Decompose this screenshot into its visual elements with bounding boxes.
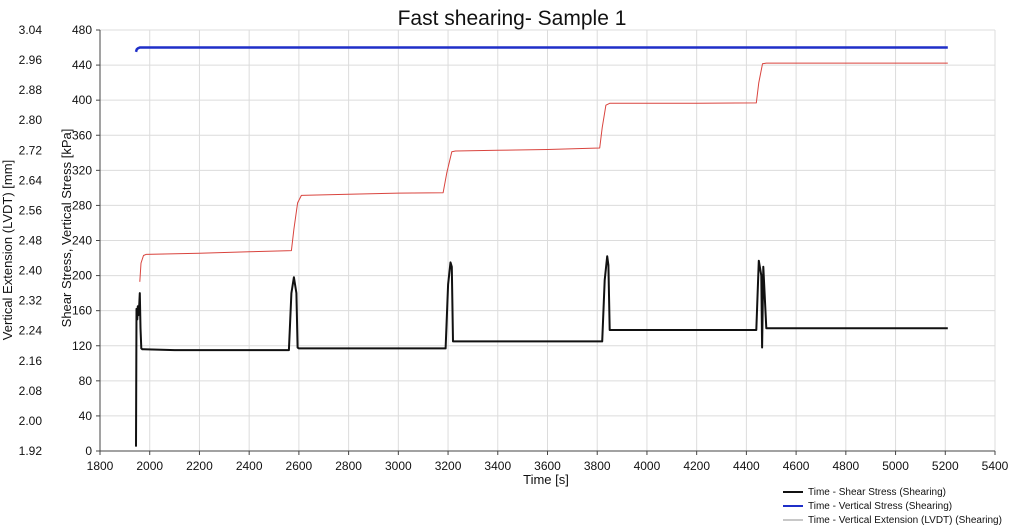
y2-tick-label: 2.32 — [19, 294, 43, 308]
x-tick-label: 5200 — [932, 459, 959, 473]
y2-tick-label: 2.56 — [19, 203, 43, 217]
y-tick-label: 0 — [85, 444, 92, 458]
x-tick-label: 4200 — [683, 459, 710, 473]
y2-axis-label: Vertical Extension (LVDT) [mm] — [0, 160, 15, 340]
y2-axis: 1.92 2.00 2.08 2.16 2.24 2.32 2.40 2.48 2.56 2.64… — [19, 23, 43, 458]
x-tick-label: 3600 — [534, 459, 561, 473]
y2-tick-label: 2.08 — [19, 384, 43, 398]
y-tick-label: 120 — [72, 339, 92, 353]
x-tick-label: 2400 — [236, 459, 263, 473]
x-tick-label: 5400 — [982, 459, 1009, 473]
gridlines — [99, 29, 996, 452]
y-tick-label: 240 — [72, 234, 92, 248]
x-axis-label: Time [s] — [523, 472, 569, 487]
y-tick-label: 360 — [72, 128, 92, 142]
y-tick-label: 480 — [72, 23, 92, 37]
x-tick-label: 5000 — [882, 459, 909, 473]
y2-tick-label: 2.64 — [19, 173, 43, 187]
series-vertical-stress — [134, 46, 948, 53]
x-tick-label: 4800 — [832, 459, 859, 473]
y-tick-label: 80 — [79, 374, 93, 388]
x-tick-label: 4000 — [634, 459, 661, 473]
y-tick-label: 440 — [72, 58, 92, 72]
y-tick-label: 200 — [72, 269, 92, 283]
x-tick-label: 2200 — [186, 459, 213, 473]
x-tick-label: 2800 — [335, 459, 362, 473]
x-tick-label: 2000 — [136, 459, 163, 473]
x-tick-label: 3200 — [435, 459, 462, 473]
series-shear-stress — [135, 255, 948, 447]
y2-tick-label: 1.92 — [19, 444, 43, 458]
y2-tick-label: 2.24 — [19, 324, 43, 338]
x-tick-label: 1800 — [87, 459, 114, 473]
y2-tick-label: 2.00 — [19, 414, 43, 428]
y-axis-label: Shear Stress, Vertical Stress [kPa] — [59, 129, 74, 328]
legend-item-label: Time - Vertical Stress (Shearing) — [808, 501, 952, 512]
x-tick-label: 2600 — [286, 459, 313, 473]
x-tick-label: 4600 — [783, 459, 810, 473]
chart-title: Fast shearing- Sample 1 — [398, 7, 627, 30]
x-tick-label: 3800 — [584, 459, 611, 473]
y2-tick-label: 2.40 — [19, 264, 43, 278]
y2-tick-label: 2.72 — [19, 143, 43, 157]
series-group — [134, 46, 948, 447]
y2-tick-label: 2.88 — [19, 83, 43, 97]
y2-tick-label: 2.48 — [19, 234, 43, 248]
y2-tick-label: 2.96 — [19, 53, 43, 67]
y2-tick-label: 2.16 — [19, 354, 43, 368]
x-tick-label: 3000 — [385, 459, 412, 473]
legend: Time - Shear Stress (Shearing) Time - Ver… — [783, 487, 1002, 526]
y-tick-label: 40 — [79, 409, 93, 423]
x-tick-label: 4400 — [733, 459, 760, 473]
y-tick-label: 280 — [72, 198, 92, 212]
x-tick-label: 3400 — [484, 459, 511, 473]
y-axis: 0 40 80 120 160 200 240 280 320 360 400 440 480 — [72, 23, 100, 458]
x-axis: 1800 2000 2200 2400 2600 2800 3000 3200 3400 3600… — [87, 451, 1009, 473]
y-tick-label: 320 — [72, 163, 92, 177]
legend-item-label: Time - Vertical Extension (LVDT) (Sheari… — [808, 515, 1002, 526]
legend-item-label: Time - Shear Stress (Shearing) — [808, 487, 946, 498]
y-tick-label: 400 — [72, 93, 92, 107]
y-tick-label: 160 — [72, 304, 92, 318]
series-vertical-extension — [139, 62, 948, 282]
y2-tick-label: 2.80 — [19, 113, 43, 127]
y2-tick-label: 3.04 — [19, 23, 43, 37]
